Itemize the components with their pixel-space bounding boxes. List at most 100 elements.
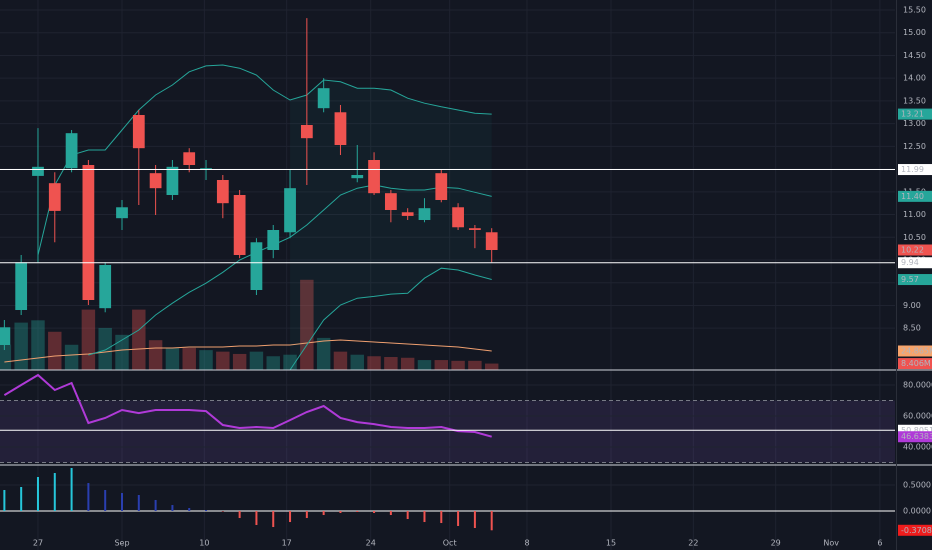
volume-bar <box>283 354 297 370</box>
axis-label: 9.94 <box>901 258 919 267</box>
volume-bar <box>81 309 96 370</box>
histogram-bar <box>305 511 308 519</box>
candle-body <box>250 242 263 290</box>
histogram-bar <box>221 511 224 512</box>
histogram-bar <box>137 494 140 512</box>
axis-label: 46.6383 <box>901 432 932 441</box>
candle-body <box>300 125 313 139</box>
candle-body <box>317 88 330 109</box>
histogram-bar <box>440 511 443 524</box>
axis-label-box <box>898 524 932 536</box>
histogram-bar <box>120 493 123 512</box>
y-tick-label: 14.00 <box>903 74 926 83</box>
candle-body <box>284 188 296 233</box>
x-tick-label: Sep <box>114 539 129 548</box>
volume-bar <box>484 363 499 370</box>
candle-body <box>351 175 364 179</box>
histogram-bar <box>36 477 39 512</box>
y-tick-label: 11.00 <box>903 210 926 219</box>
y-tick-label: 60.0000 <box>903 412 932 421</box>
histogram-bar <box>457 511 460 526</box>
histogram-bar <box>272 511 275 528</box>
axis-label-box <box>898 164 932 176</box>
x-tick-label: 8 <box>524 539 529 548</box>
volume-bar <box>98 327 112 370</box>
y-tick-label: 12.50 <box>903 142 926 151</box>
volume-bar <box>417 360 432 370</box>
axis-label: 9.57 <box>901 275 919 284</box>
volume-bar <box>384 357 398 370</box>
histogram-bar <box>20 486 23 512</box>
volume-bar <box>64 344 79 370</box>
candle-body <box>32 166 44 176</box>
x-tick-label: 6 <box>877 539 882 548</box>
axis-label: 8.406M <box>901 359 931 368</box>
x-tick-label: Nov <box>823 539 839 548</box>
histogram-bar <box>322 511 325 516</box>
candle-body <box>149 173 162 189</box>
axis-label-box <box>898 244 932 256</box>
bollinger-lower <box>289 267 492 371</box>
y-tick-label: 13.50 <box>903 96 926 105</box>
candle-body <box>233 195 246 255</box>
axis-label-box <box>898 108 932 120</box>
volume-bar <box>434 360 449 370</box>
bollinger-upper <box>37 64 492 256</box>
candle-body <box>183 152 196 165</box>
axis-label: -0.3708 <box>901 526 932 535</box>
candle-body <box>384 193 397 210</box>
y-tick-label: 8.50 <box>903 324 921 333</box>
histogram-bar <box>154 499 157 512</box>
histogram-bar <box>171 505 174 512</box>
histogram-bar <box>255 511 258 525</box>
x-tick-label: 22 <box>688 539 698 548</box>
volume-bar <box>199 350 213 370</box>
volume-bar <box>367 356 381 370</box>
candle-body <box>0 327 11 345</box>
axis-label: 11.40 <box>901 192 924 201</box>
x-tick-label: 27 <box>33 539 43 548</box>
volume-bar <box>132 309 146 370</box>
axis-label-box <box>898 257 932 269</box>
volume-bar <box>451 360 465 370</box>
histogram-bar <box>87 483 90 512</box>
histogram-bar <box>406 511 409 520</box>
y-tick-label: 80.0000 <box>903 381 932 390</box>
axis-label-box <box>898 345 932 357</box>
histogram-bar <box>473 511 476 529</box>
candle-body <box>334 112 347 145</box>
volume-bar <box>31 320 45 370</box>
histogram-bar <box>490 511 493 531</box>
axis-label-box <box>898 424 932 436</box>
candle-body <box>452 207 464 228</box>
rsi-band-fill <box>0 400 895 463</box>
volume-bar <box>249 351 264 370</box>
rsi-line <box>3 373 492 438</box>
volume-bar <box>115 334 129 370</box>
volume-bar <box>14 322 28 370</box>
y-tick-label: 15.00 <box>903 28 926 37</box>
axis-label: 13.21 <box>901 110 924 119</box>
histogram-bar <box>423 511 426 523</box>
histogram-bar <box>373 511 376 513</box>
y-tick-label: 14.50 <box>903 51 926 60</box>
candle-body <box>82 165 95 300</box>
histogram-bar <box>356 511 359 512</box>
axis-label: 24.865M <box>901 346 932 355</box>
histogram-bar <box>104 490 107 512</box>
axis-label: 11.99 <box>901 165 924 174</box>
volume-bar <box>216 351 230 370</box>
volume-bar <box>165 347 180 370</box>
x-tick-label: 29 <box>771 539 781 548</box>
volume-bar <box>182 347 196 370</box>
volume-bar <box>333 351 348 370</box>
volume-bar <box>266 356 280 370</box>
candle-body <box>15 262 28 310</box>
x-tick-label: 24 <box>366 539 376 548</box>
candle-body <box>48 183 61 211</box>
volume-bar <box>48 331 62 370</box>
candle-body <box>401 212 414 216</box>
volume-bar <box>468 360 482 370</box>
